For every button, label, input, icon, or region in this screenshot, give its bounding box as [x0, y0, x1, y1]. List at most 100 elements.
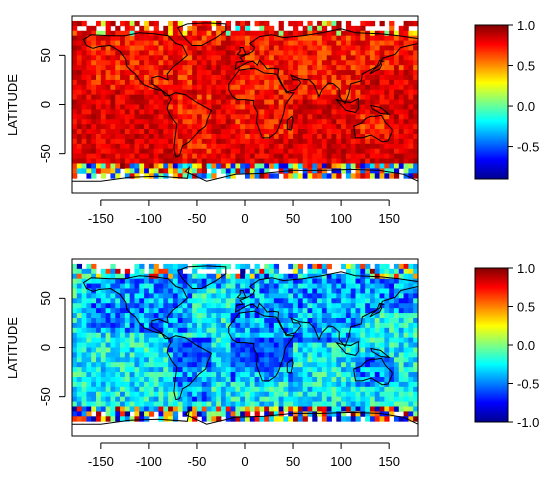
heatmap-cell [384, 163, 390, 169]
heatmap-cell [413, 377, 419, 383]
heatmap-cell [278, 367, 284, 373]
heatmap-cell [350, 138, 356, 145]
heatmap-cell [312, 391, 318, 398]
heatmap-cell [345, 124, 352, 130]
heatmap-cell [144, 148, 150, 155]
heatmap-cell [413, 273, 419, 280]
heatmap-cell [177, 347, 183, 353]
heatmap-cell [201, 308, 207, 314]
heatmap-cell [76, 84, 83, 91]
heatmap-cell [273, 318, 280, 324]
heatmap-cell [81, 50, 87, 56]
heatmap-cell [331, 65, 337, 71]
heatmap-cell [76, 104, 83, 110]
heatmap-cell [206, 65, 212, 71]
heatmap-cell [317, 298, 323, 304]
heatmap-cell [168, 367, 174, 373]
heatmap-cell [341, 367, 347, 373]
heatmap-cell [182, 40, 188, 46]
heatmap-cell [168, 327, 174, 334]
heatmap-cell [153, 158, 159, 164]
heatmap-cell [124, 70, 131, 76]
heatmap-cell [124, 278, 131, 284]
heatmap-cell [206, 318, 212, 324]
heatmap-cell [326, 406, 332, 412]
heatmap-cell [86, 293, 92, 299]
heatmap-cell [326, 303, 332, 309]
heatmap-cell [393, 35, 400, 41]
heatmap-cell [225, 114, 231, 120]
heatmap-cell [350, 396, 356, 402]
heatmap-cell [249, 377, 256, 383]
heatmap-cell [374, 377, 380, 383]
heatmap-cell [283, 109, 289, 115]
heatmap-cell [393, 153, 400, 159]
heatmap-cell [249, 124, 256, 130]
heatmap-cell [307, 313, 313, 319]
heatmap-cell [100, 303, 107, 309]
heatmap-cell [120, 84, 126, 91]
heatmap-cell [283, 148, 289, 155]
heatmap-cell [192, 308, 198, 314]
heatmap-cell [374, 134, 380, 140]
heatmap-cell [110, 406, 116, 412]
heatmap-cell [393, 124, 400, 130]
heatmap-cell [158, 278, 164, 284]
heatmap-cell [196, 134, 203, 140]
heatmap-cell [374, 84, 380, 91]
heatmap-cell [374, 342, 380, 348]
heatmap-cell [220, 381, 227, 388]
heatmap-cell [216, 79, 222, 86]
heatmap-cell [245, 357, 251, 363]
heatmap-cell [196, 94, 203, 100]
heatmap-cell [321, 143, 328, 150]
heatmap-cell [144, 298, 150, 304]
heatmap-cell [120, 406, 126, 412]
heatmap-cell [278, 143, 284, 150]
heatmap-cell [163, 367, 169, 373]
coastline-path [370, 347, 391, 358]
heatmap-cell [72, 273, 78, 280]
heatmap-cell [293, 293, 299, 299]
heatmap-cell [369, 303, 376, 309]
heatmap-cell [307, 318, 313, 324]
y-axis-label-top: LATITUDE [5, 74, 20, 136]
heatmap-cell [360, 357, 366, 363]
heatmap-cell [413, 303, 419, 309]
heatmap-cell [278, 308, 284, 314]
heatmap-cell [153, 391, 159, 398]
heatmap-cell [317, 148, 323, 155]
heatmap-cell [341, 75, 347, 81]
heatmap-cell [254, 94, 260, 100]
heatmap-cell [317, 134, 323, 140]
heatmap-cell [398, 308, 404, 314]
heatmap-cell [331, 109, 337, 115]
heatmap-cell [254, 75, 260, 81]
heatmap-cell [177, 308, 183, 314]
heatmap-cell [341, 79, 347, 86]
heatmap-cell [307, 362, 313, 368]
heatmap-cell [72, 55, 78, 61]
heatmap-cell [403, 148, 409, 155]
heatmap-cell [240, 114, 246, 120]
heatmap-cell [336, 79, 342, 86]
heatmap-cell [283, 124, 289, 130]
heatmap-cell [317, 89, 323, 96]
heatmap-cell [124, 381, 131, 388]
heatmap-cell [393, 283, 400, 289]
heatmap-cell [120, 327, 126, 334]
heatmap-cell [302, 104, 308, 110]
heatmap-cell [355, 35, 361, 41]
heatmap-cell [220, 65, 227, 71]
heatmap-cell [389, 401, 395, 407]
heatmap-cell [312, 411, 318, 417]
heatmap-cell [374, 367, 380, 373]
heatmap-cell [360, 327, 366, 334]
heatmap-cell [240, 332, 246, 339]
heatmap-cell [408, 163, 414, 169]
heatmap-cell [350, 263, 356, 270]
heatmap-cell [350, 377, 356, 383]
heatmap-cell [355, 30, 361, 37]
heatmap-cell [413, 148, 419, 155]
heatmap-cell [413, 129, 419, 135]
